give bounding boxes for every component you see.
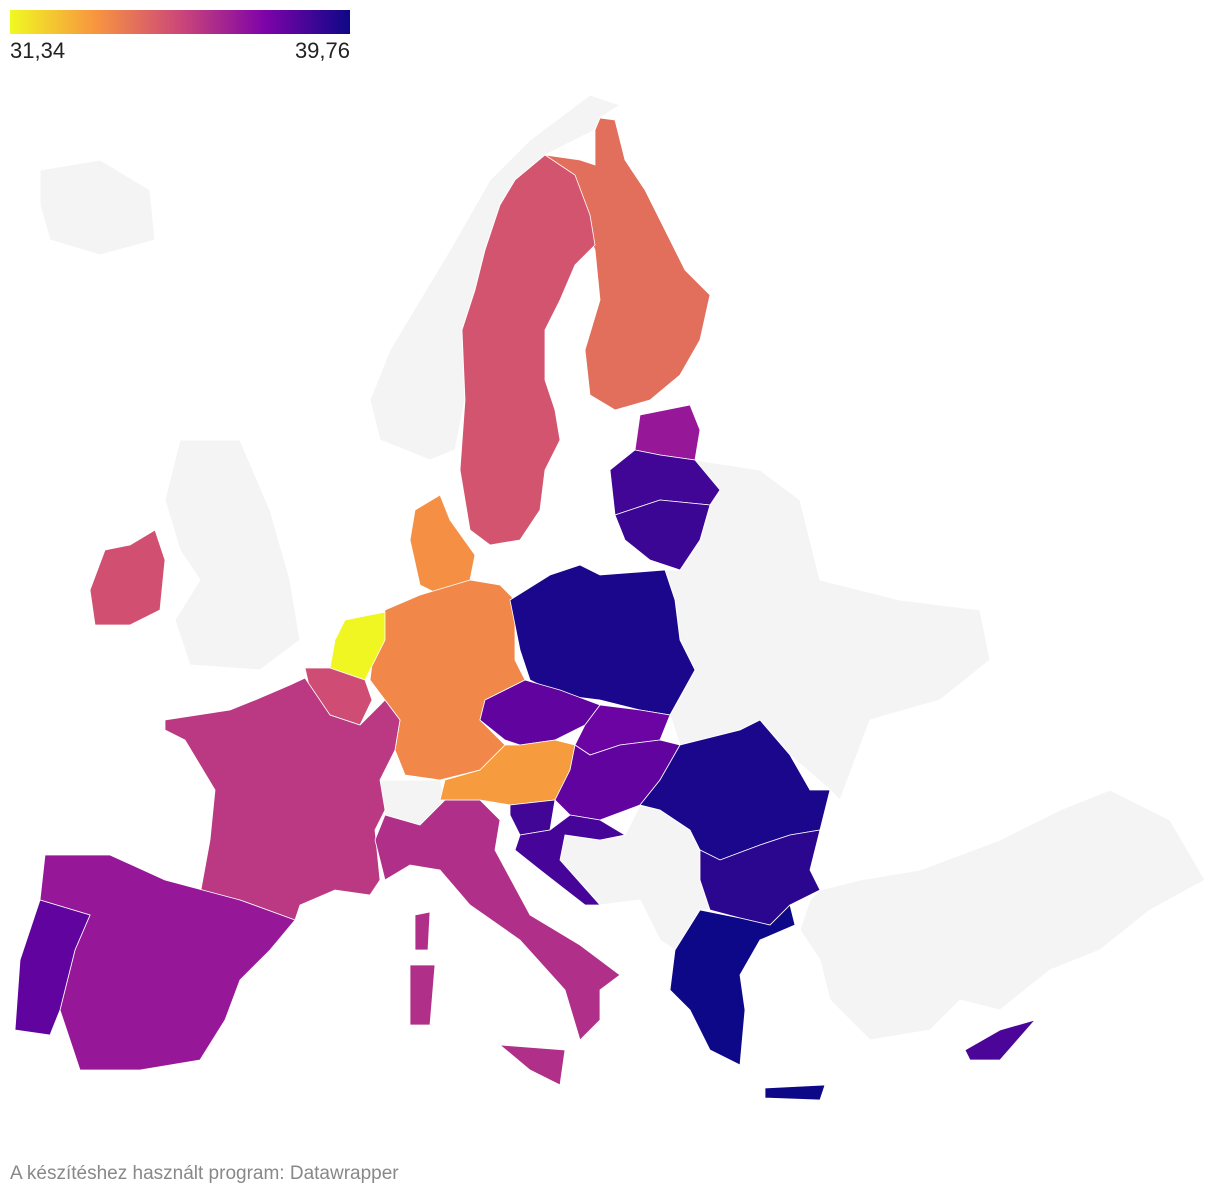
eu-countries (14, 117, 1037, 1101)
country-ireland[interactable] (89, 529, 166, 626)
country-sicily[interactable] (498, 1044, 566, 1086)
turkey (799, 789, 1206, 1041)
country-france[interactable] (164, 677, 401, 921)
country-sweden[interactable] (459, 154, 596, 546)
background-countries (39, 94, 1206, 1041)
country-greece[interactable] (669, 904, 796, 1066)
legend-min: 31,34 (10, 38, 65, 63)
country-croatia[interactable] (514, 814, 627, 906)
country-denmark[interactable] (409, 494, 476, 596)
country-slovenia[interactable] (509, 799, 556, 836)
country-portugal[interactable] (14, 899, 91, 1036)
legend-max: 39,76 (295, 38, 350, 63)
iceland (39, 159, 156, 256)
united-kingdom (164, 439, 301, 671)
country-crete[interactable] (764, 1084, 826, 1101)
country-corsica[interactable] (414, 911, 431, 951)
country-italy[interactable] (374, 799, 621, 1041)
footer: A készítéshez használt program: Datawrap… (10, 1163, 399, 1184)
country-lithuania[interactable] (614, 499, 711, 571)
country-czechia[interactable] (479, 679, 601, 746)
country-cyprus[interactable] (964, 1019, 1037, 1061)
legend-gradient (10, 10, 350, 34)
country-finland[interactable] (544, 117, 711, 411)
country-sardinia[interactable] (409, 964, 436, 1026)
country-bulgaria[interactable] (699, 829, 821, 926)
